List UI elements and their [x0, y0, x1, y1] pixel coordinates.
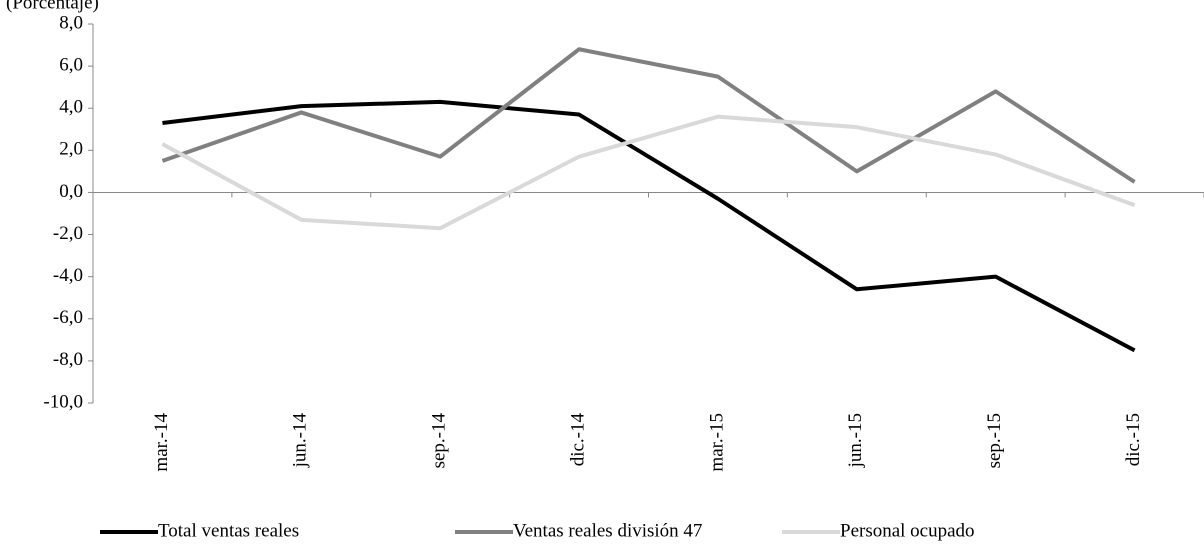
x-tick-label: sep.-14 [429, 413, 450, 469]
y-tick-label: -6,0 [53, 307, 83, 328]
y-axis-label: (Porcentaje) [6, 0, 99, 13]
series-line [162, 99, 1136, 353]
y-tick-label: 8,0 [59, 12, 83, 33]
x-tick-label: mar.-14 [151, 413, 172, 472]
x-tick-label: jun.-15 [845, 413, 866, 468]
x-tick-label: dic.-14 [567, 413, 588, 467]
y-tick-label: 0,0 [59, 181, 83, 202]
series-line [161, 114, 1136, 231]
y-tick-label: -4,0 [53, 265, 83, 286]
legend-label: Total ventas reales [158, 520, 299, 541]
y-tick-label: -8,0 [53, 349, 83, 370]
x-tick-label: sep.-15 [984, 413, 1005, 468]
legend-label: Personal ocupado [840, 520, 975, 541]
x-tick-label: mar.-15 [706, 413, 727, 472]
y-tick-label: 2,0 [59, 139, 83, 160]
y-tick-label: 6,0 [59, 54, 83, 75]
legend-label: Ventas reales división 47 [513, 520, 702, 541]
y-tick-label: -10,0 [43, 391, 83, 412]
y-tick-label: -2,0 [53, 223, 83, 244]
y-tick-label: 4,0 [59, 97, 83, 118]
series-line [161, 47, 1136, 184]
x-tick-label: jun.-14 [290, 413, 311, 469]
x-tick-label: dic.-15 [1123, 413, 1144, 466]
